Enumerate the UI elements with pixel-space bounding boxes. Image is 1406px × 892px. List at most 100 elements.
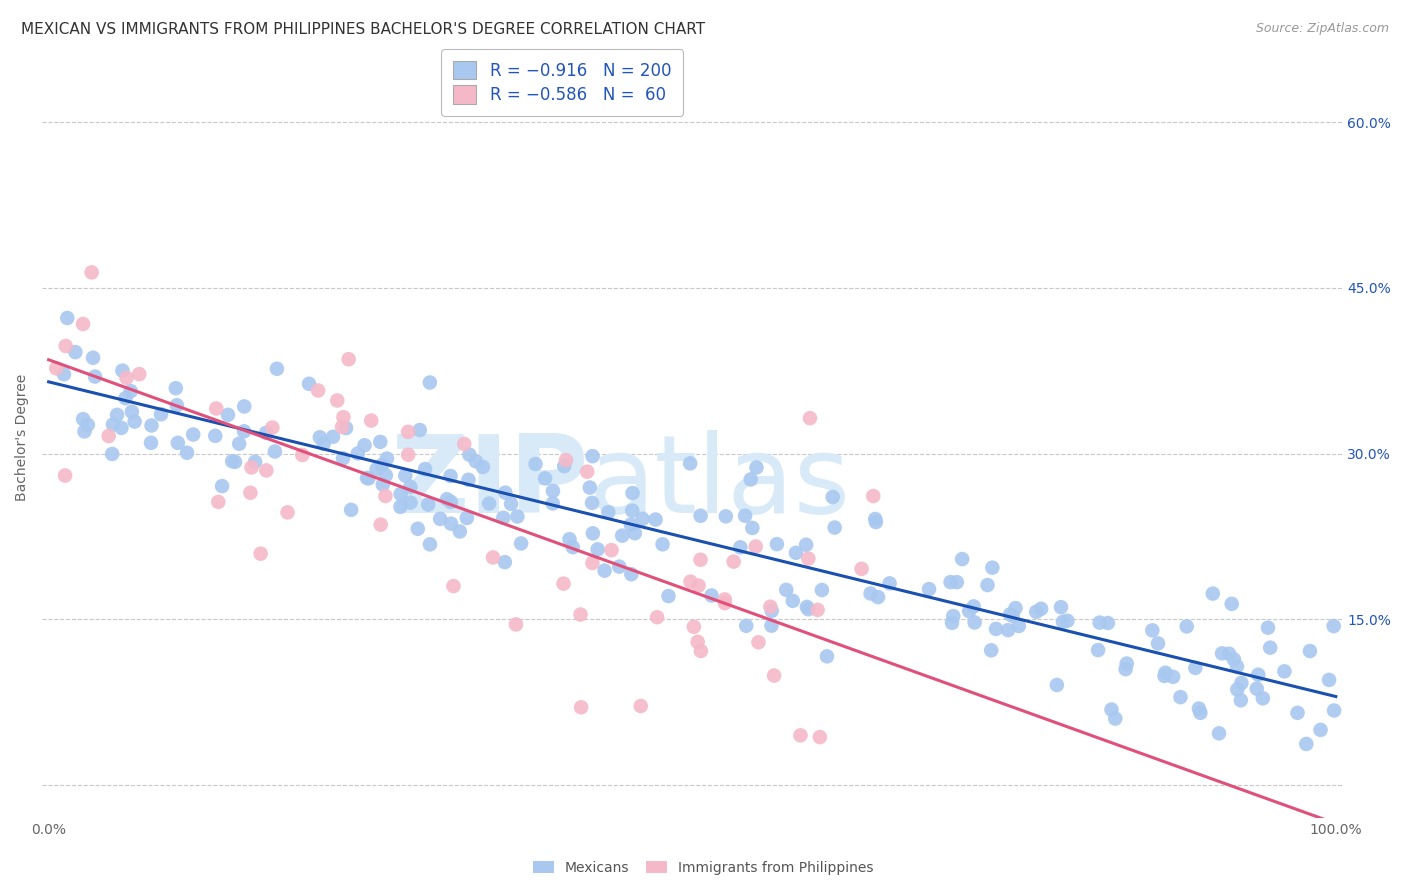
Point [811, 582, 834, 597]
Point [1220, 597, 1243, 611]
Point [1309, 723, 1331, 737]
Point [1115, 662, 1137, 676]
Point [682, 620, 704, 634]
Point [478, 497, 501, 511]
Point [865, 512, 887, 526]
Point [76, 417, 98, 432]
Point [620, 517, 643, 532]
Point [679, 574, 702, 589]
Point [541, 483, 564, 498]
Point [124, 415, 146, 429]
Point [399, 480, 422, 494]
Point [879, 576, 901, 591]
Point [1142, 624, 1164, 638]
Point [166, 435, 188, 450]
Point [120, 384, 142, 399]
Point [734, 508, 756, 523]
Point [375, 451, 398, 466]
Point [262, 420, 284, 434]
Point [963, 615, 986, 630]
Point [586, 542, 609, 557]
Point [741, 521, 763, 535]
Point [506, 509, 529, 524]
Point [534, 471, 557, 485]
Point [946, 575, 969, 590]
Point [645, 610, 668, 624]
Point [1154, 665, 1177, 680]
Point [457, 473, 479, 487]
Point [730, 541, 752, 555]
Point [1115, 657, 1137, 671]
Point [110, 421, 132, 435]
Point [217, 408, 239, 422]
Point [1223, 652, 1246, 666]
Point [561, 540, 583, 554]
Point [111, 364, 134, 378]
Point [1188, 701, 1211, 715]
Point [72, 412, 94, 426]
Point [97, 429, 120, 443]
Point [581, 556, 603, 570]
Point [644, 512, 666, 526]
Point [65, 345, 87, 359]
Point [620, 567, 643, 582]
Point [494, 555, 516, 569]
Point [394, 468, 416, 483]
Point [181, 427, 204, 442]
Point [1001, 608, 1024, 623]
Point [1230, 693, 1253, 707]
Point [326, 393, 349, 408]
Point [239, 485, 262, 500]
Point [368, 434, 391, 449]
Point [1046, 678, 1069, 692]
Point [607, 559, 630, 574]
Point [413, 462, 436, 476]
Point [821, 490, 844, 504]
Point [371, 458, 394, 472]
Point [337, 352, 360, 367]
Point [942, 609, 965, 624]
Point [1299, 644, 1322, 658]
Point [418, 498, 440, 512]
Point [471, 459, 494, 474]
Point [807, 603, 830, 617]
Point [443, 579, 465, 593]
Point [399, 496, 422, 510]
Point [630, 698, 652, 713]
Point [723, 555, 745, 569]
Point [335, 421, 357, 435]
Point [766, 537, 789, 551]
Point [114, 391, 136, 405]
Point [264, 444, 287, 458]
Point [598, 505, 620, 519]
Point [308, 430, 330, 444]
Point [1101, 702, 1123, 716]
Point [322, 430, 344, 444]
Point [396, 448, 419, 462]
Point [436, 492, 458, 507]
Point [371, 477, 394, 491]
Point [1104, 712, 1126, 726]
Point [166, 398, 188, 412]
Point [1189, 706, 1212, 720]
Point [797, 551, 820, 566]
Point [266, 361, 288, 376]
Point [1274, 665, 1296, 679]
Point [233, 400, 256, 414]
Point [494, 485, 516, 500]
Point [984, 622, 1007, 636]
Point [679, 456, 702, 470]
Point [657, 589, 679, 603]
Legend: Mexicans, Immigrants from Philippines: Mexicans, Immigrants from Philippines [527, 855, 879, 880]
Point [1226, 659, 1249, 673]
Point [141, 418, 163, 433]
Point [1153, 669, 1175, 683]
Point [56, 310, 79, 325]
Point [291, 448, 314, 462]
Point [555, 453, 578, 467]
Point [700, 589, 723, 603]
Point [862, 489, 884, 503]
Point [240, 460, 263, 475]
Point [312, 437, 335, 451]
Point [409, 423, 432, 437]
